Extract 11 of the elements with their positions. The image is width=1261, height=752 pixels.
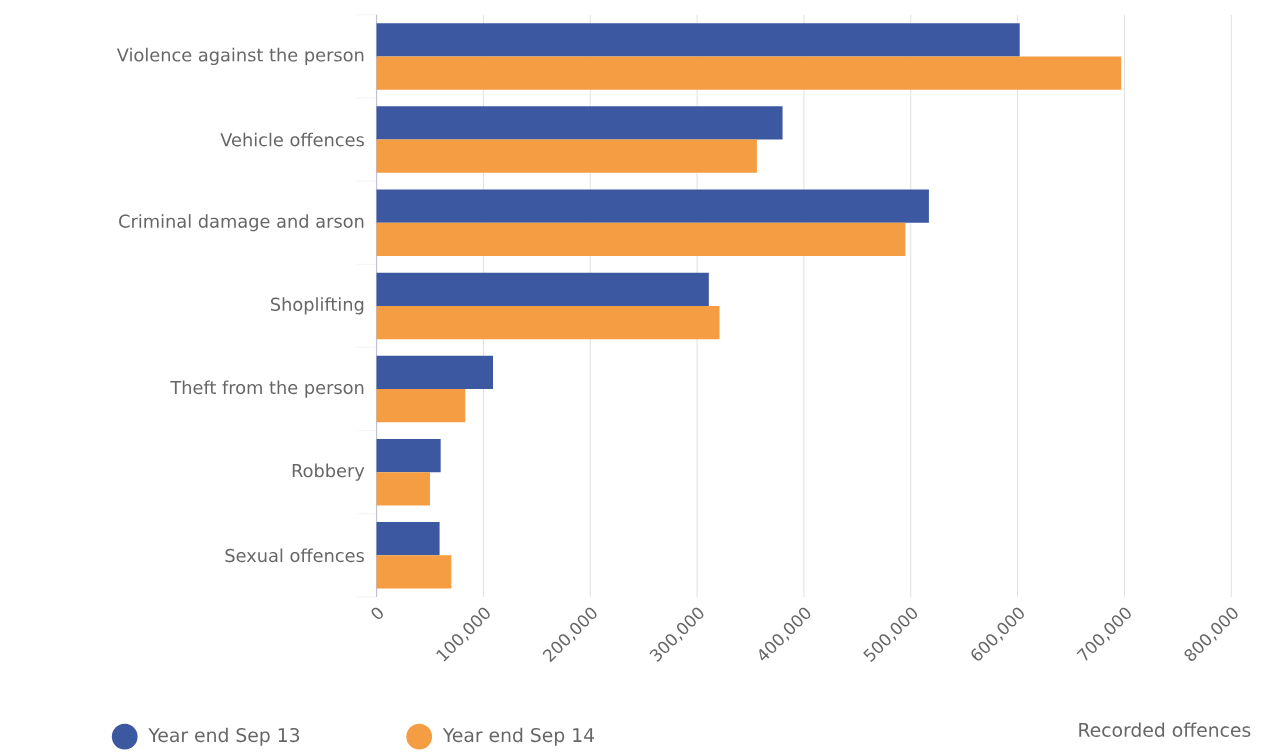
- legend-label: Year end Sep 14: [442, 727, 595, 746]
- y-tick-label: Violence against the person: [116, 48, 364, 66]
- x-tick-label: 0: [371, 607, 383, 620]
- x-axis-title: Recorded offences: [1079, 722, 1251, 738]
- y-tick-label: Shoplifting: [270, 297, 364, 315]
- y-tick-label: Theft from the person: [170, 380, 364, 398]
- y-tick-label: Criminal damage and arson: [119, 214, 364, 232]
- y-tick-label: Vehicle offences: [220, 132, 364, 147]
- y-tick-label: Robbery: [292, 463, 365, 481]
- y-tick-label: Sexual offences: [225, 548, 364, 563]
- legend-label: Year end Sep 13: [148, 727, 300, 746]
